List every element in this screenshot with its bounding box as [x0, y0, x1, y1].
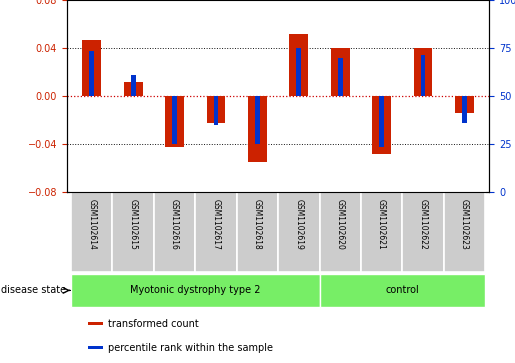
Bar [414, 48, 432, 96]
Bar [165, 96, 184, 147]
Bar [71, 274, 319, 307]
Text: GSM1102621: GSM1102621 [377, 199, 386, 249]
Text: GSM1102622: GSM1102622 [419, 199, 427, 249]
Text: GSM1102617: GSM1102617 [212, 199, 220, 250]
Bar [89, 50, 94, 96]
Bar [214, 96, 218, 125]
Bar [372, 96, 391, 154]
Bar [402, 192, 444, 272]
Text: GSM1102623: GSM1102623 [460, 199, 469, 250]
Bar [131, 74, 135, 96]
Bar [71, 192, 112, 272]
Bar [124, 82, 143, 96]
Bar [296, 48, 301, 96]
Bar [331, 48, 350, 96]
Bar [82, 40, 101, 96]
Bar [455, 96, 474, 113]
Bar [278, 192, 319, 272]
Bar [462, 96, 467, 123]
Bar [319, 192, 361, 272]
Bar [237, 192, 278, 272]
Bar [255, 96, 260, 144]
Bar [289, 34, 308, 96]
Text: Myotonic dystrophy type 2: Myotonic dystrophy type 2 [130, 285, 261, 295]
Bar [88, 322, 104, 325]
Bar [195, 192, 237, 272]
Text: control: control [385, 285, 419, 295]
Text: GSM1102614: GSM1102614 [87, 199, 96, 250]
Text: GSM1102619: GSM1102619 [294, 199, 303, 250]
Text: percentile rank within the sample: percentile rank within the sample [108, 343, 273, 353]
Bar [172, 96, 177, 144]
Bar [421, 55, 425, 96]
Bar [88, 346, 104, 349]
Text: GSM1102620: GSM1102620 [336, 199, 345, 250]
Bar [444, 192, 485, 272]
Bar [112, 192, 154, 272]
Text: transformed count: transformed count [108, 319, 199, 329]
Text: GSM1102616: GSM1102616 [170, 199, 179, 250]
Text: disease state: disease state [1, 285, 65, 295]
Bar [361, 192, 402, 272]
Bar [248, 96, 267, 162]
Bar [154, 192, 195, 272]
Bar [319, 274, 485, 307]
Bar [207, 96, 226, 123]
Text: GSM1102615: GSM1102615 [129, 199, 138, 250]
Bar [379, 96, 384, 147]
Bar [338, 58, 342, 96]
Text: GSM1102618: GSM1102618 [253, 199, 262, 249]
